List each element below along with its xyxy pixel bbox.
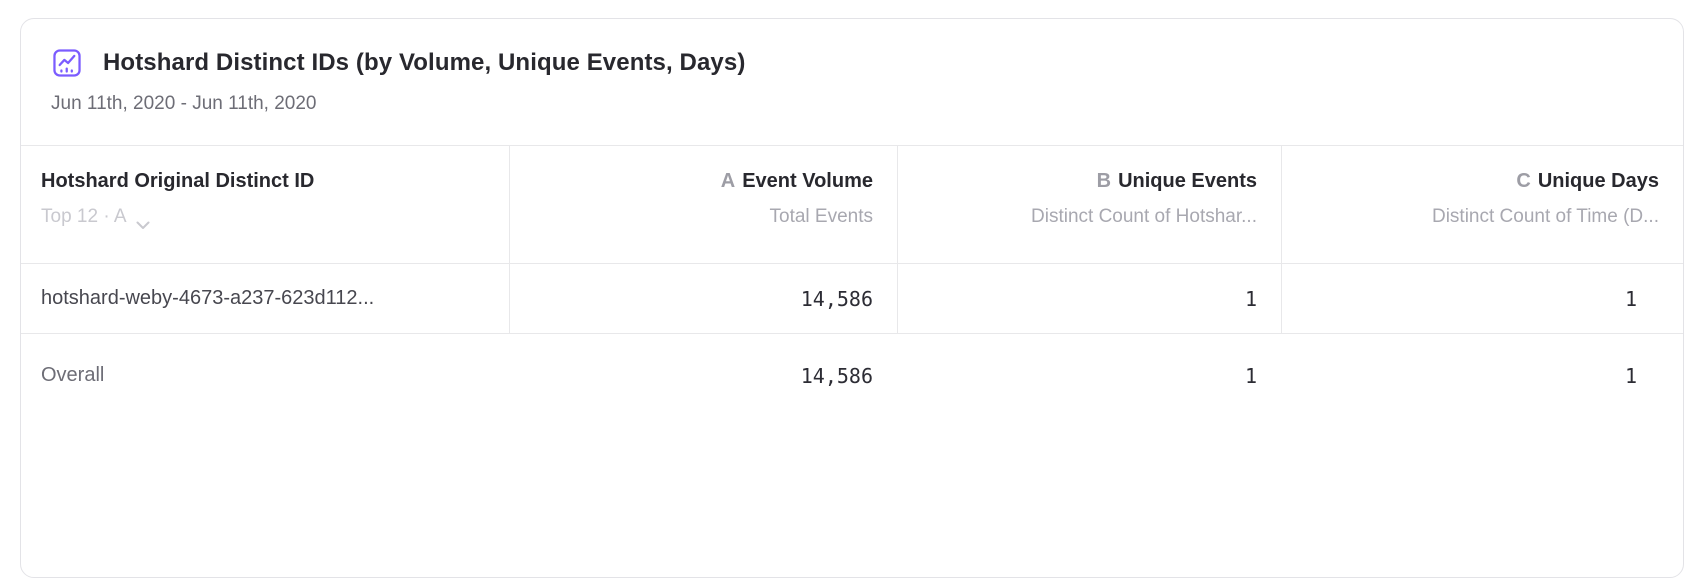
column-label: Hotshard Original Distinct ID	[41, 170, 315, 192]
series-letter: C	[1516, 170, 1531, 192]
event-volume-cell: 14,586	[509, 264, 897, 333]
overall-label-cell: Overall	[41, 364, 105, 386]
column-header-event-volume[interactable]: A Event Volume Total Events	[509, 146, 897, 263]
series-letter: B	[1096, 170, 1112, 192]
column-sublabel: Total Events	[769, 206, 874, 227]
date-range: Jun 11th, 2020 - Jun 11th, 2020	[51, 93, 317, 114]
unique-events-cell: 1	[1244, 363, 1257, 388]
top-n-label: Top 12 · A	[41, 206, 127, 227]
column-sublabel: Distinct Count of Hotshar...	[1031, 206, 1257, 227]
unique-days-cell: 1	[1281, 264, 1683, 333]
column-label: Event Volume	[742, 170, 873, 192]
table-header-row: Hotshard Original Distinct ID Top 12 · A…	[21, 145, 1683, 263]
distinct-id-cell: hotshard-weby-4673-a237-623d112...	[41, 287, 375, 309]
chevron-down-icon	[136, 213, 150, 229]
table-row[interactable]: hotshard-weby-4673-a237-623d112... 14,58…	[21, 263, 1683, 333]
unique-events-cell: 1	[897, 264, 1281, 333]
report-card: Hotshard Distinct IDs (by Volume, Unique…	[20, 18, 1684, 578]
column-label: Unique Events	[1118, 170, 1257, 192]
page-title: Hotshard Distinct IDs (by Volume, Unique…	[103, 49, 746, 76]
top-n-selector[interactable]: Top 12 · A	[41, 205, 150, 229]
report-header: Hotshard Distinct IDs (by Volume, Unique…	[21, 19, 1683, 145]
column-sublabel: Distinct Count of Time (D...	[1431, 206, 1659, 227]
insights-line-chart-icon	[51, 47, 83, 79]
column-header-unique-days[interactable]: C Unique Days Distinct Count of Time (D..…	[1281, 146, 1683, 263]
event-volume-cell: 14,586	[800, 363, 873, 388]
series-letter: A	[720, 170, 736, 192]
column-label: Unique Days	[1537, 170, 1659, 192]
unique-days-cell: 1	[1624, 363, 1637, 388]
table-row-overall[interactable]: Overall 14,586 1 1	[21, 333, 1683, 417]
column-header-unique-events[interactable]: B Unique Events Distinct Count of Hotshar…	[897, 146, 1281, 263]
column-header-distinct-id[interactable]: Hotshard Original Distinct ID Top 12 · A	[21, 146, 509, 263]
